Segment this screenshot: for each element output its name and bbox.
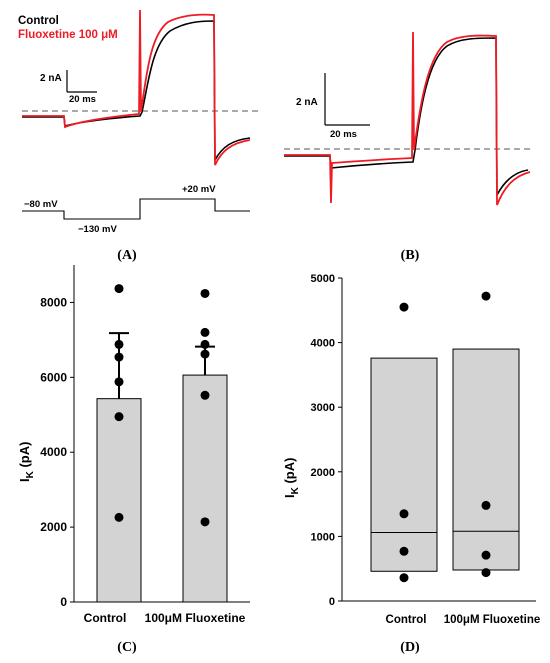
y-axis-label-c-main: I: [17, 478, 32, 482]
data-point-d: [481, 568, 491, 578]
x-category-c-0: Control: [84, 611, 127, 625]
x-category-d-1: 100μM Fluoxetine: [444, 614, 541, 626]
y-axis-label-c: IK (pA): [17, 442, 36, 482]
data-point-d: [399, 302, 409, 312]
panel-label-d: (D): [400, 640, 420, 655]
trace-a-control: [22, 20, 251, 161]
x-category-d-0: Control: [386, 614, 427, 626]
y-tick-label-d: 1000: [311, 531, 335, 543]
protocol-label-depolarizing: +20 mV: [182, 184, 216, 195]
data-point-c: [200, 288, 210, 298]
box-d-0: [370, 357, 438, 572]
data-point-c: [114, 339, 124, 349]
scale-bar-a-time: 20 ms: [69, 94, 96, 105]
y-tick-label-d: 0: [329, 596, 335, 608]
bar-c-1: [182, 374, 228, 603]
y-axis-label-d-main: I: [282, 494, 297, 498]
y-tick-label-c: 6000: [40, 370, 67, 384]
data-point-d: [399, 573, 409, 583]
data-point-c: [200, 390, 210, 400]
data-point-c: [200, 339, 210, 349]
y-tick-label-c: 8000: [40, 295, 67, 309]
voltage-protocol: [22, 198, 250, 220]
legend-fluoxetine: Fluoxetine 100 μM: [18, 29, 118, 41]
data-point-c: [114, 512, 124, 522]
y-axis-label-c-sub: K: [25, 470, 36, 478]
data-point-c: [114, 284, 124, 294]
data-point-c: [114, 412, 124, 422]
panel-c-bar-chart: 0 2000 4000 6000 8000 Control 100μM Fluoxetin…: [17, 265, 250, 655]
panel-label-a: (A): [117, 248, 137, 263]
protocol-label-hyperpolarizing: −130 mV: [78, 224, 117, 235]
y-axis-label-c-unit: (pA): [17, 442, 32, 472]
data-point-c: [114, 352, 124, 362]
protocol-label-holding: −80 mV: [24, 199, 58, 210]
data-point-c: [200, 349, 210, 359]
data-point-c: [200, 517, 210, 527]
x-category-c-1: 100μM Fluoxetine: [145, 611, 246, 625]
data-point-d: [399, 509, 409, 519]
data-point-c: [200, 327, 210, 337]
data-point-d: [481, 550, 491, 560]
y-tick-label-d: 3000: [311, 402, 335, 414]
scale-bar-b-time: 20 ms: [330, 129, 357, 140]
data-point-c: [114, 377, 124, 387]
y-tick-label-d: 5000: [311, 273, 335, 285]
panel-label-b: (B): [401, 248, 420, 263]
trace-b-control: [284, 37, 529, 196]
y-tick-label-d: 4000: [311, 338, 335, 350]
y-axis-label-d-unit: (pA): [282, 458, 297, 488]
y-tick-label-c: 0: [60, 595, 67, 609]
y-tick-label-c: 4000: [40, 445, 67, 459]
data-point-d: [481, 291, 491, 301]
y-axis-label-d: IK (pA): [282, 458, 301, 498]
y-axis-label-d-sub: K: [290, 486, 301, 494]
bar-c-0: [96, 398, 142, 603]
legend-control: Control: [18, 15, 59, 27]
panel-d-box-chart: 0 1000 2000 3000 4000 5000 Control 100μM Fluox…: [282, 273, 540, 655]
panel-a-current-traces: Control Fluoxetine 100 μM 2 nA 20 ms −80…: [18, 9, 262, 263]
box-d-1: [452, 348, 520, 571]
data-point-d: [399, 546, 409, 556]
trace-a-fluoxetine: [22, 9, 251, 166]
y-tick-label-d: 2000: [311, 467, 335, 479]
data-point-d: [481, 500, 491, 510]
y-tick-label-c: 2000: [40, 520, 67, 534]
panel-b-current-traces: 2 nA 20 ms (B): [284, 31, 532, 263]
scale-bar-b-current: 2 nA: [296, 97, 318, 108]
scale-bar-a-current: 2 nA: [40, 73, 62, 84]
trace-b-fluoxetine: [284, 31, 531, 206]
panel-label-c: (C): [117, 640, 137, 655]
